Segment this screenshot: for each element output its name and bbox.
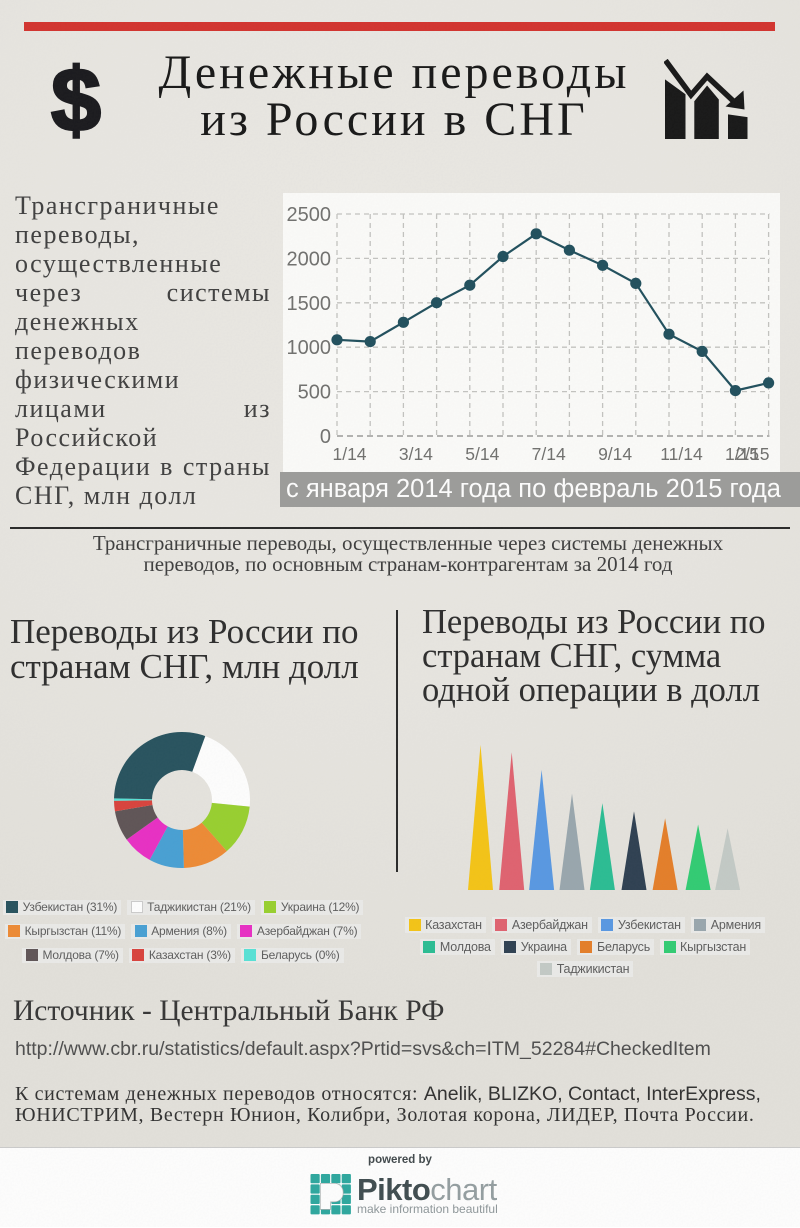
svg-text:2000: 2000 (287, 248, 332, 270)
svg-text:11/14: 11/14 (660, 444, 703, 464)
svg-text:5/14: 5/14 (465, 444, 499, 464)
svg-text:1500: 1500 (287, 293, 332, 315)
svg-text:1000: 1000 (287, 337, 332, 359)
svg-text:3/14: 3/14 (399, 444, 433, 464)
svg-text:0: 0 (320, 426, 331, 448)
svg-text:9/14: 9/14 (598, 444, 632, 464)
svg-text:500: 500 (298, 382, 331, 404)
svg-text:1/14: 1/14 (332, 444, 366, 464)
svg-text:2/15: 2/15 (735, 444, 769, 464)
svg-text:2500: 2500 (287, 204, 332, 226)
svg-text:7/14: 7/14 (532, 444, 566, 464)
